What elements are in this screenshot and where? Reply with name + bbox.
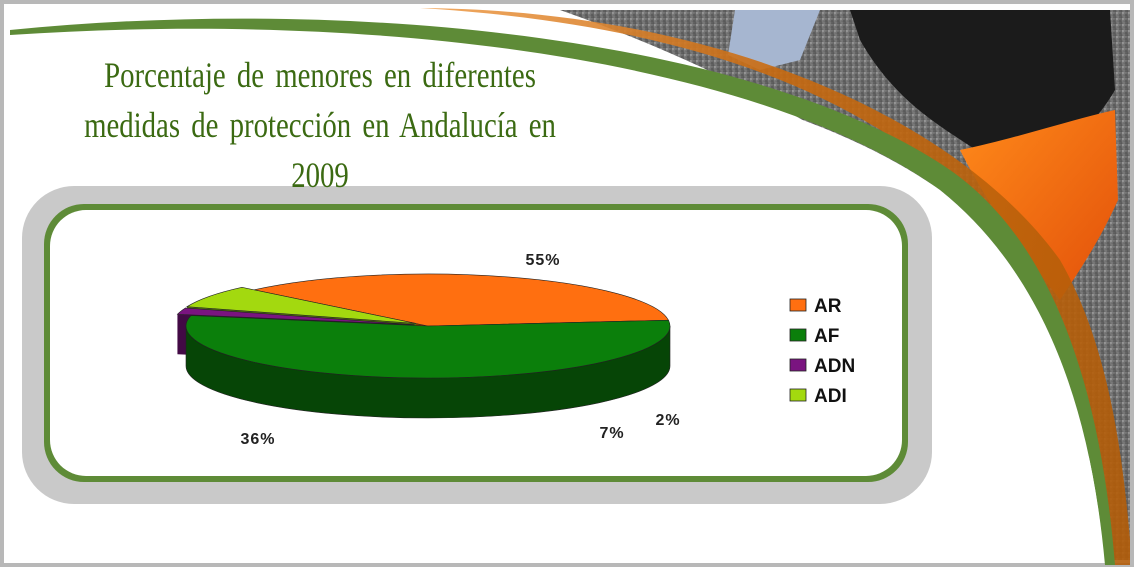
photo-person-dark bbox=[850, 10, 1115, 163]
pie-slice-adi-top bbox=[186, 287, 417, 324]
legend-label-adi: ADI bbox=[814, 386, 847, 407]
chart-title-line-2: medidas de protección en Andalucía en 20… bbox=[84, 105, 556, 195]
chart-title-line-1: Porcentaje de menores en diferentes bbox=[104, 55, 536, 95]
pie-slice-af bbox=[185, 315, 671, 419]
legend-label-af: AF bbox=[814, 326, 839, 347]
legend-item-adi: ADI bbox=[789, 386, 847, 407]
pie-slice-af-top bbox=[185, 315, 671, 379]
pie-plot bbox=[176, 273, 671, 419]
legend-item-ar: AR bbox=[789, 296, 842, 317]
legend-item-af: AF bbox=[789, 326, 839, 347]
legend-item-adn: ADN bbox=[789, 356, 855, 377]
data-label-adn: 2% bbox=[655, 412, 680, 429]
photo-jeans bbox=[728, 10, 820, 70]
pie-slice-adn-top bbox=[176, 307, 415, 326]
legend-swatch-adn bbox=[789, 358, 807, 372]
data-label-ar: 36% bbox=[240, 431, 275, 448]
chart-legend: AR AF ADN ADI bbox=[789, 296, 855, 407]
data-label-adi: 7% bbox=[599, 425, 624, 442]
legend-label-adn: ADN bbox=[814, 356, 855, 377]
chart-title: Porcentaje de menores en diferentes medi… bbox=[80, 50, 560, 200]
pie-data-labels: 36% 55% 2% 7% bbox=[240, 252, 680, 448]
photo-shirt bbox=[960, 110, 1118, 300]
data-label-af: 55% bbox=[525, 252, 560, 269]
legend-label-ar: AR bbox=[814, 296, 842, 317]
pie-slice-ar-top bbox=[253, 273, 669, 327]
legend-swatch-adi bbox=[789, 388, 807, 402]
legend-swatch-ar bbox=[789, 298, 807, 312]
legend-swatch-af bbox=[789, 328, 807, 342]
